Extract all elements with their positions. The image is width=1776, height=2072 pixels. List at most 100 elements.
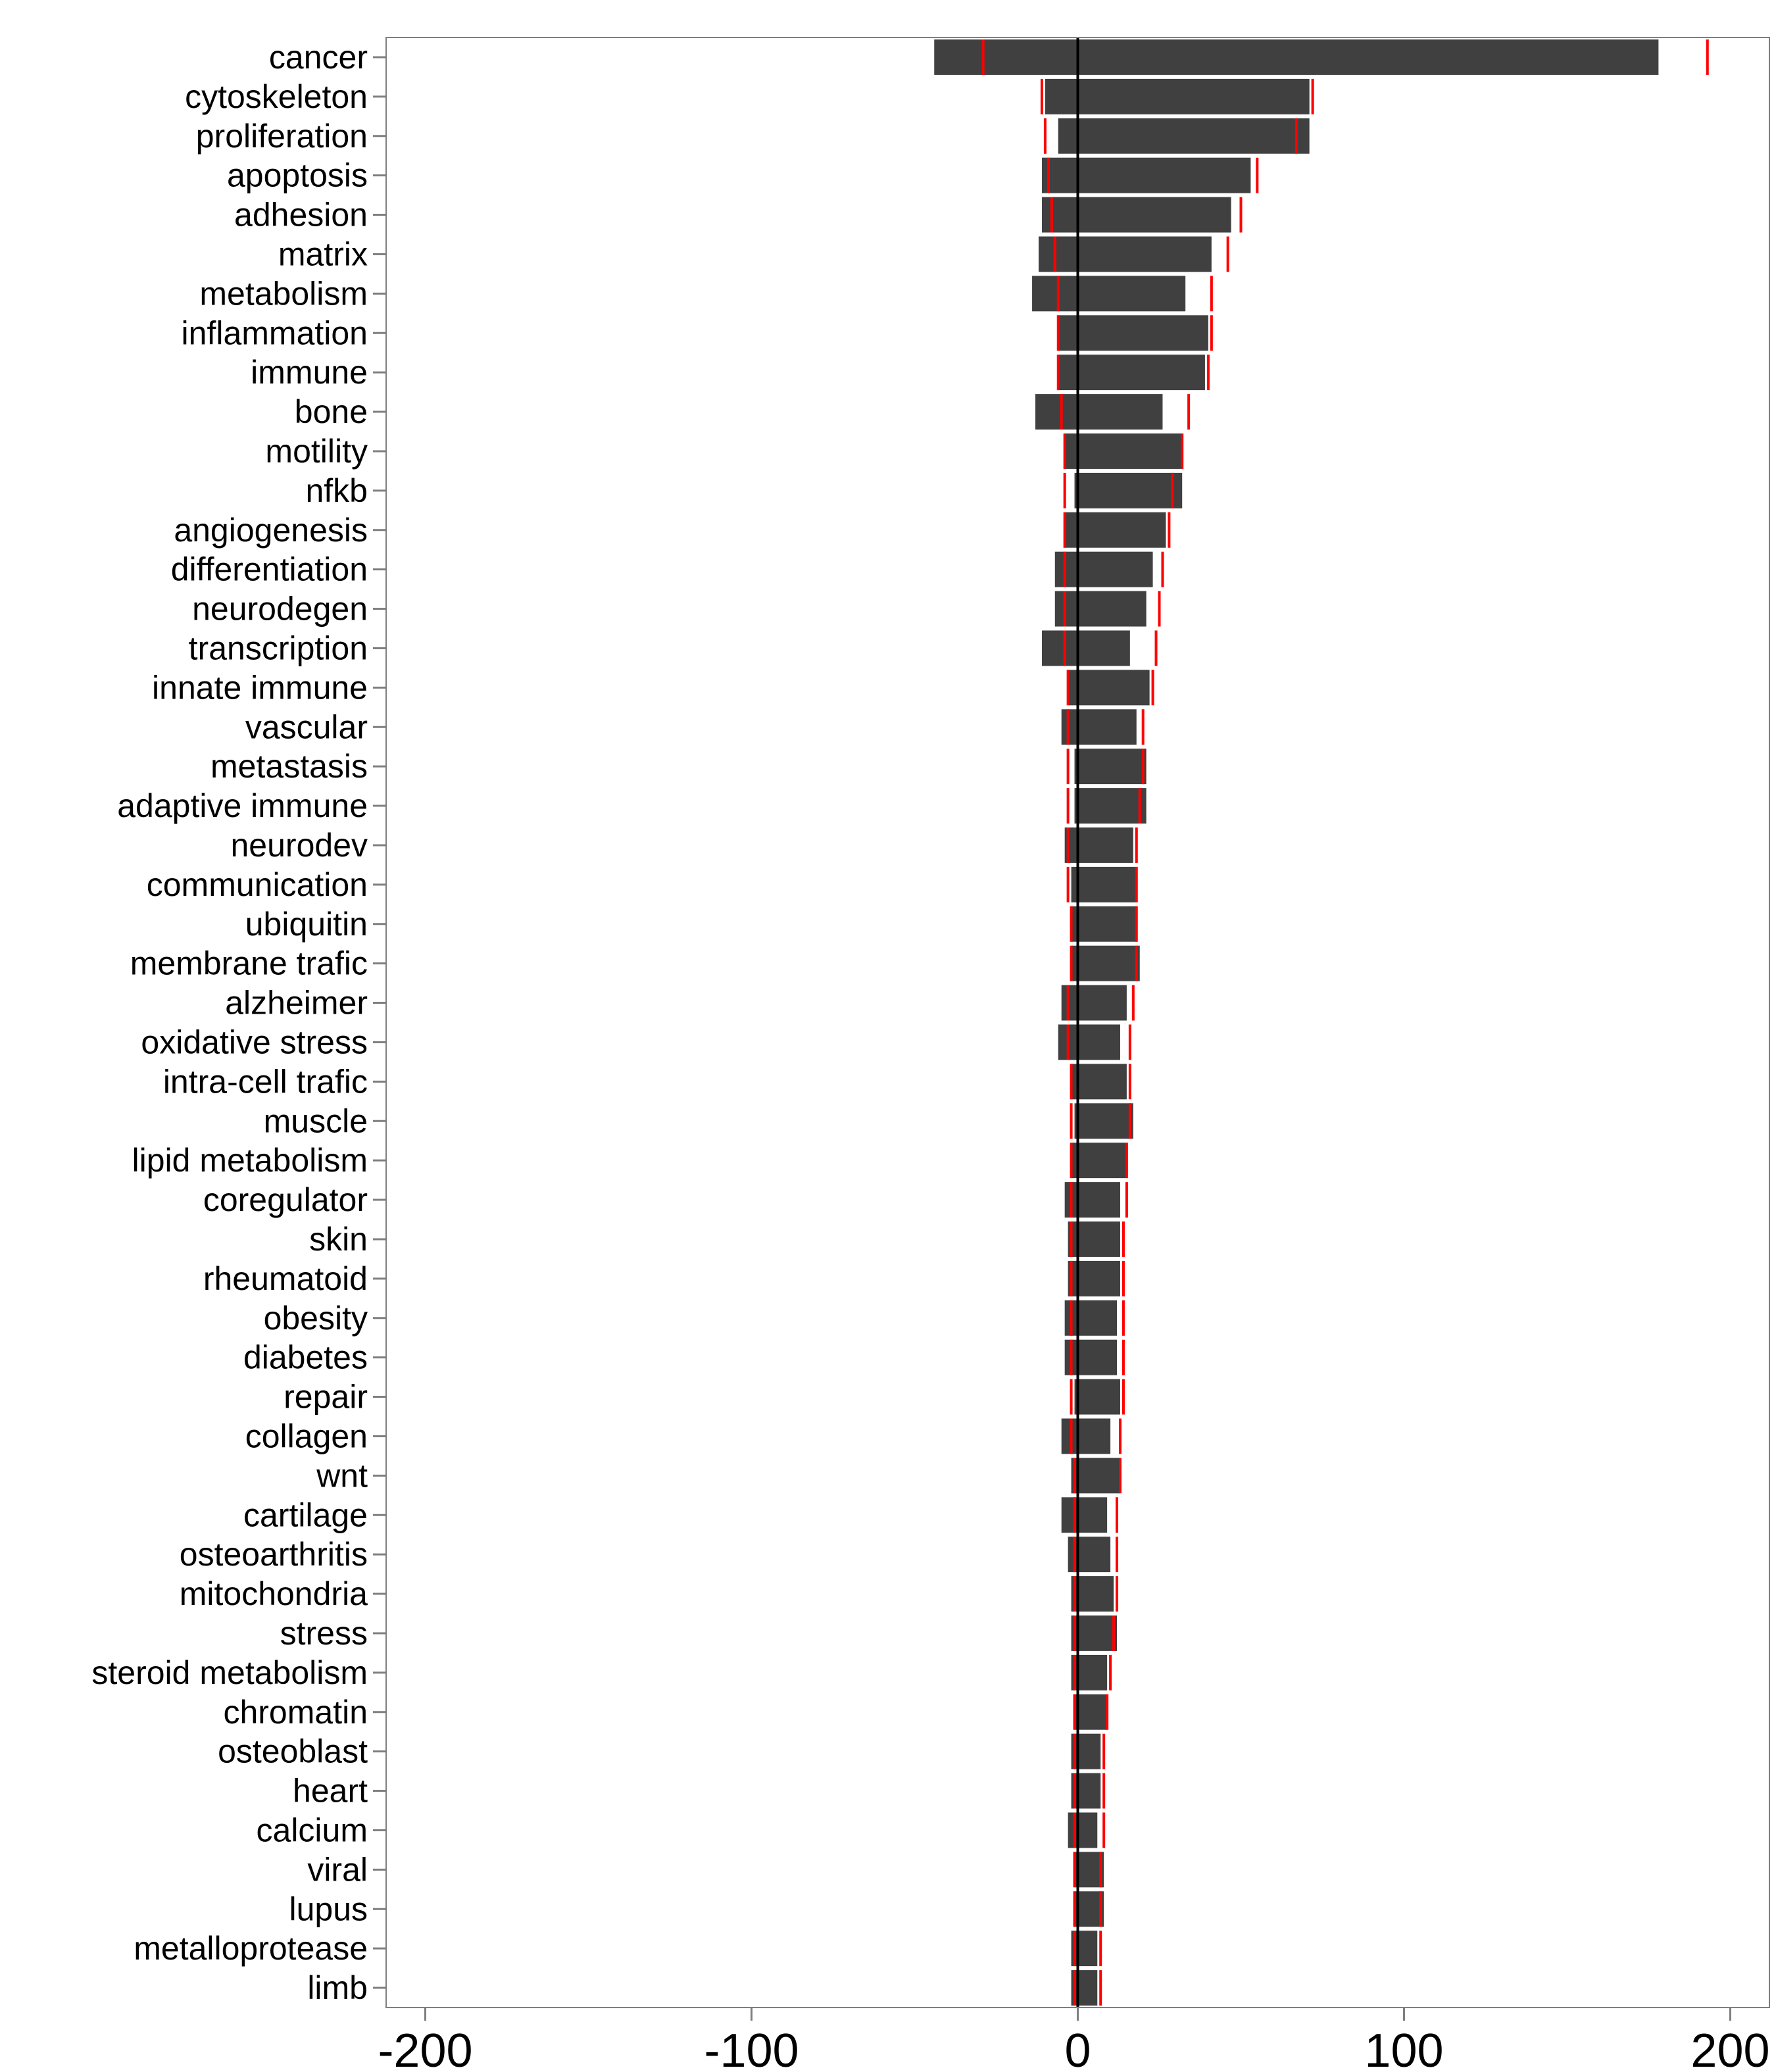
y-tick-label: stress (280, 1615, 368, 1652)
y-tick-label: cancer (269, 39, 368, 76)
bar-positive (1077, 1733, 1101, 1769)
y-tick-label: coregulator (203, 1181, 368, 1218)
bar-negative (1074, 1891, 1078, 1927)
bar-positive (1077, 1418, 1111, 1454)
bar-positive (1077, 1497, 1108, 1533)
y-tick-label: limb (307, 1969, 368, 2006)
bar-positive (1077, 118, 1310, 154)
bar-negative (934, 39, 1078, 75)
bar-negative (1045, 78, 1078, 114)
bar-negative (1058, 355, 1078, 391)
y-tick-label: matrix (278, 235, 368, 272)
bar-positive (1077, 1182, 1120, 1218)
y-tick-label: metabolism (199, 275, 368, 312)
bar-negative (1041, 630, 1078, 666)
y-tick-label: collagen (245, 1418, 368, 1454)
y-tick-label: bone (295, 393, 368, 430)
bar-positive (1077, 1615, 1118, 1651)
y-tick-label: mitochondria (180, 1575, 368, 1612)
bar-negative (1054, 551, 1078, 587)
y-tick-label: vascular (245, 708, 368, 745)
bar-positive (1077, 1024, 1120, 1060)
x-tick-label: -100 (704, 2025, 799, 2072)
bar-negative (1032, 276, 1078, 312)
y-tick-label: membrane trafic (130, 945, 368, 982)
bar-negative (1074, 1852, 1078, 1888)
bar-positive (1077, 788, 1147, 824)
bar-positive (1077, 512, 1166, 548)
y-tick-label: adaptive immune (117, 787, 368, 824)
bar-positive (1077, 1576, 1114, 1612)
bar-positive (1077, 315, 1208, 351)
bar-negative (1064, 433, 1078, 469)
bar-positive (1077, 1537, 1111, 1573)
y-tick-label: skin (309, 1221, 368, 1258)
bar-negative (1061, 1418, 1078, 1454)
bar-negative (1061, 985, 1078, 1021)
bar-positive (1077, 1812, 1098, 1848)
y-axis: cancercytoskeletonproliferationapoptosis… (91, 39, 386, 2006)
bar-positive (1077, 985, 1127, 1021)
bar-positive (1077, 670, 1150, 706)
bar-negative (1041, 197, 1078, 233)
y-tick-label: immune (251, 354, 368, 391)
bar-negative (1068, 1812, 1078, 1848)
y-tick-label: calcium (257, 1812, 368, 1848)
y-tick-label: obesity (264, 1300, 368, 1337)
y-tick-label: adhesion (234, 197, 368, 234)
y-tick-label: cytoskeleton (185, 78, 368, 115)
bar-positive (1077, 1143, 1127, 1179)
bar-positive (1077, 276, 1186, 312)
y-tick-label: muscle (264, 1102, 368, 1139)
bar-positive (1077, 472, 1183, 508)
bar-positive (1077, 630, 1130, 666)
bar-positive (1077, 1221, 1120, 1257)
bar-positive (1077, 827, 1133, 863)
bar-positive (1077, 433, 1183, 469)
bar-positive (1077, 945, 1140, 981)
bar-positive (1077, 1931, 1098, 1967)
y-tick-label: nfkb (305, 472, 368, 509)
y-tick-label: communication (147, 866, 368, 903)
bar-positive (1077, 1694, 1108, 1730)
x-tick-label: -200 (378, 2025, 472, 2072)
bar-negative (1068, 1537, 1078, 1573)
bar-positive (1077, 1339, 1118, 1375)
y-tick-label: angiogenesis (174, 512, 368, 549)
bar-negative (1074, 1694, 1078, 1730)
bar-negative (1068, 1221, 1078, 1257)
bar-positive (1077, 591, 1147, 627)
y-tick-label: motility (265, 433, 368, 470)
bar-negative (1068, 1260, 1078, 1296)
y-tick-label: transcription (189, 629, 368, 666)
bar-positive (1077, 39, 1659, 75)
y-tick-label: apoptosis (227, 157, 368, 194)
bar-negative (1074, 1103, 1078, 1139)
bar-negative (1071, 1143, 1078, 1179)
bar-negative (1035, 394, 1078, 430)
bar-positive (1077, 394, 1163, 430)
y-tick-label: ubiquitin (245, 906, 368, 943)
y-tick-label: neurodegen (192, 591, 368, 628)
bar-positive (1077, 1260, 1120, 1296)
bar-negative (1064, 512, 1078, 548)
y-tick-label: osteoblast (218, 1733, 368, 1770)
bar-negative (1038, 236, 1078, 272)
bar-positive (1077, 1654, 1108, 1690)
bar-positive (1077, 749, 1147, 785)
bar-negative (1054, 591, 1078, 627)
bar-negative (1061, 709, 1078, 745)
bar-positive (1077, 1970, 1098, 2006)
y-tick-label: innate immune (152, 669, 368, 706)
y-tick-label: osteoarthritis (180, 1536, 368, 1573)
lower-markers (981, 39, 1076, 2006)
y-tick-label: inflammation (182, 314, 368, 351)
y-tick-label: oxidative stress (141, 1024, 368, 1060)
bar-positive (1077, 906, 1137, 942)
y-tick-label: intra-cell trafic (163, 1063, 368, 1100)
y-tick-label: metastasis (210, 748, 368, 785)
y-tick-label: neurodev (231, 827, 368, 864)
y-tick-label: repair (284, 1379, 368, 1416)
